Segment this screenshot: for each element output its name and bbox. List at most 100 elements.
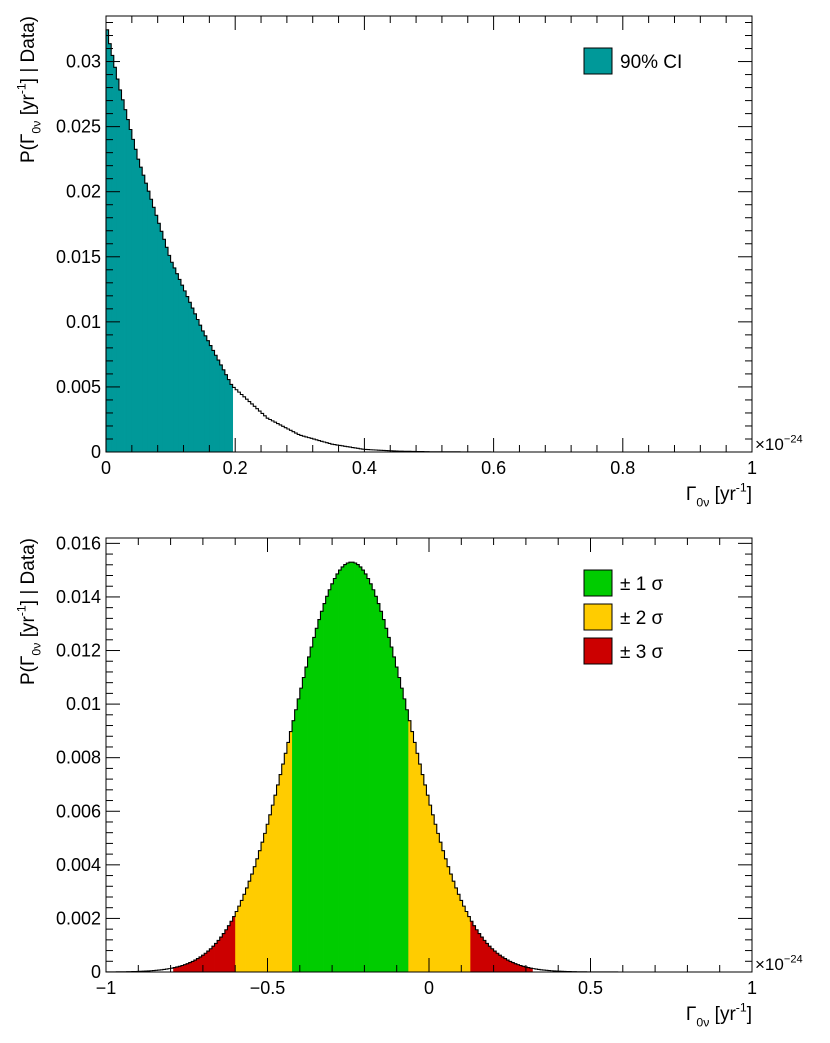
x-tick-label: 0.5: [578, 978, 603, 998]
sigma3-bar-164: [529, 968, 533, 972]
sigma1-bar-79: [310, 647, 314, 972]
sigma1-bar-74: [297, 698, 301, 972]
ci-bar-18: [152, 207, 156, 452]
y-tick-label: 0: [91, 962, 101, 982]
ci-bar-29: [180, 285, 184, 452]
sigma3-bar-46: [224, 929, 228, 972]
ci-bar-31: [186, 296, 190, 452]
sigma3-bar-141: [470, 921, 474, 972]
ci-bar-2: [111, 55, 115, 452]
panel-1-legend: 90% CI: [583, 47, 682, 75]
sigma2-bar-135: [454, 887, 458, 972]
sigma3-bar-145: [480, 937, 484, 972]
ci-bar-10: [131, 139, 135, 452]
sigma2-bar-137: [460, 900, 463, 972]
y-tick-label: 0.015: [56, 247, 101, 267]
sigma2-bar-125: [429, 805, 432, 972]
sigma1-bar-100: [364, 573, 368, 972]
legend-swatch: [583, 603, 613, 631]
y-axis-title: P(Γ0ν [yr-1] | Data): [14, 16, 43, 163]
legend-label: ± 1 σ: [620, 574, 664, 595]
ci-bar-23: [165, 247, 169, 452]
sigma1-bar-99: [361, 570, 365, 972]
sigma3-bar-31: [186, 963, 190, 972]
sigma1-bar-87: [330, 583, 334, 972]
sigma2-bar-117: [408, 720, 412, 972]
x-multiplier-label: ×10−24: [755, 953, 803, 974]
sigma1-bar-83: [320, 611, 324, 972]
y-tick-label: 0.008: [56, 748, 101, 768]
sigma1-bar-94: [348, 562, 352, 972]
sigma3-bar-33: [191, 961, 195, 972]
sigma2-bar-121: [418, 764, 422, 972]
sigma1-bar-80: [312, 637, 316, 972]
sigma3-bar-40: [209, 948, 213, 972]
ci-bar-42: [214, 355, 218, 452]
sigma3-bar-157: [511, 962, 515, 972]
sigma3-bar-27: [175, 966, 179, 972]
legend-label: ± 3 σ: [620, 642, 664, 663]
sigma3-bar-159: [516, 964, 520, 972]
sigma1-bar-77: [304, 667, 308, 972]
sigma3-bar-32: [188, 962, 192, 972]
sigma3-bar-39: [206, 951, 210, 972]
sigma1-bar-97: [356, 564, 360, 972]
x-tick-label: 0.4: [352, 458, 377, 478]
ci-bar-15: [144, 183, 148, 452]
legend-label: ± 2 σ: [620, 608, 664, 629]
ci-bar-34: [193, 313, 197, 452]
ci-bar-8: [126, 119, 130, 452]
ci-bar-0: [106, 29, 109, 453]
ci-bar-48: [230, 384, 234, 452]
sigma2-bar-52: [240, 900, 244, 972]
ci-bar-36: [199, 325, 202, 452]
sigma3-bar-156: [509, 961, 513, 972]
sigma2-bar-134: [452, 881, 456, 972]
sigma2-bar-55: [248, 881, 252, 972]
sigma3-bar-152: [498, 955, 502, 972]
sigma1-bar-112: [395, 667, 399, 972]
sigma3-bar-30: [183, 964, 187, 972]
sigma1-bar-75: [299, 688, 303, 972]
sigma1-bar-110: [390, 647, 394, 972]
chart-panel-1: 0 0.2 0.4 0.6 0.8 1 0 0.005 0.01 0.015 0.02 0.025 0.…: [14, 15, 803, 510]
sigma1-bar-85: [325, 596, 329, 972]
ci-bar-3: [113, 67, 117, 452]
ci-bar-47: [227, 379, 231, 452]
sigma2-bar-53: [242, 894, 246, 972]
sigma3-bar-153: [501, 956, 505, 972]
ci-bar-37: [201, 330, 205, 452]
sigma2-bar-119: [413, 742, 417, 972]
sigma3-bar-144: [478, 933, 482, 972]
ci-bar-21: [160, 231, 164, 452]
sigma3-bar-43: [217, 940, 221, 972]
sigma3-bar-160: [519, 965, 523, 972]
ci-bar-11: [134, 149, 138, 452]
y-tick-label: 0.002: [56, 908, 101, 928]
ci-bar-9: [129, 129, 133, 453]
sigma1-bar-101: [366, 578, 370, 972]
sigma3-bar-143: [475, 929, 479, 972]
sigma3-bar-154: [503, 958, 507, 972]
x-axis-title: Γ0ν [yr-1]: [686, 1000, 752, 1029]
sigma1-bar-113: [397, 677, 401, 972]
sigma3-bar-37: [201, 955, 205, 972]
legend-swatch: [583, 569, 613, 597]
sigma3-bar-48: [230, 921, 234, 972]
sigma1-bar-109: [387, 637, 391, 972]
y-tick-label: 0.01: [66, 312, 101, 332]
sigma3-bar-146: [483, 940, 487, 972]
y-tick-label: 0.03: [66, 52, 101, 72]
sigma3-bar-44: [219, 937, 223, 972]
x-tick-label: 1: [747, 458, 757, 478]
panel-1-filled-regions: [106, 29, 234, 453]
sigma3-bar-36: [199, 956, 202, 972]
ci-bar-12: [137, 159, 140, 452]
y-tick-label: 0.004: [56, 855, 101, 875]
sigma2-bar-61: [263, 833, 267, 972]
ci-bar-43: [217, 360, 221, 452]
sigma2-bar-132: [447, 866, 451, 972]
sigma2-bar-57: [253, 866, 257, 972]
sigma2-bar-65: [273, 795, 277, 972]
y-axis-title: P(Γ0ν [yr-1] | Data): [14, 538, 43, 685]
